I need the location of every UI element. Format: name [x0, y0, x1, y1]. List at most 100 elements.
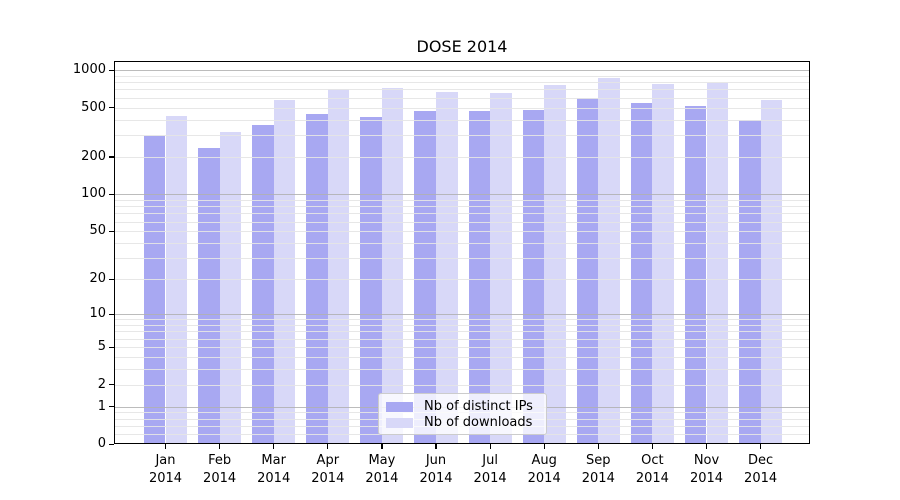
x-tick-mark — [705, 444, 708, 449]
x-tick-mark — [597, 444, 599, 449]
y-tick-label: 20 — [89, 271, 106, 287]
y-tick-label: 5 — [97, 339, 106, 354]
gridline-major — [115, 314, 809, 316]
x-tick-label-jun: Jun 2014 — [408, 452, 464, 487]
bar-distinct-ips-jun — [414, 110, 436, 444]
y-tick-label: 500 — [81, 99, 106, 115]
gridline-minor — [115, 231, 809, 233]
gridline-minor — [115, 331, 809, 333]
legend: Nb of distinct IPs Nb of downloads — [378, 393, 547, 435]
bar-distinct-ips-jan — [143, 136, 166, 444]
month-label: Sep — [586, 453, 611, 468]
y-tick-mark — [109, 69, 114, 71]
gridline-minor — [115, 82, 809, 84]
y-tick-mark — [109, 278, 114, 280]
year-label: 2014 — [473, 470, 507, 486]
legend-swatch-distinct-ips — [386, 402, 413, 412]
gridline-minor — [115, 356, 809, 358]
month-label: Aug — [531, 453, 557, 468]
gridline-major — [115, 70, 809, 71]
x-tick-mark — [651, 444, 654, 449]
year-label: 2014 — [419, 470, 453, 486]
bar-downloads-oct — [652, 83, 674, 444]
x-tick-mark — [435, 444, 437, 449]
x-tick-mark — [273, 444, 275, 449]
gridline-minor — [115, 206, 809, 208]
y-tick-mark — [109, 107, 114, 109]
bar-downloads-mar — [273, 99, 296, 444]
gridline-minor — [115, 279, 809, 281]
y-tick-mark — [109, 193, 114, 195]
bar-downloads-feb — [219, 131, 242, 444]
x-tick-label-aug: Aug 2014 — [516, 452, 572, 487]
x-tick-mark — [543, 444, 545, 449]
y-tick-label: 0 — [97, 436, 106, 451]
month-label: Apr — [316, 453, 340, 468]
y-tick-mark — [109, 313, 114, 315]
y-tick-mark — [109, 406, 114, 408]
month-label: Jan — [155, 453, 176, 468]
year-label: 2014 — [257, 470, 291, 486]
year-label: 2014 — [311, 470, 345, 486]
month-label: Dec — [748, 453, 774, 468]
month-label: Mar — [261, 453, 286, 468]
bar-downloads-dec — [760, 100, 783, 444]
x-tick-label-mar: Mar 2014 — [246, 452, 302, 487]
x-tick-mark — [164, 444, 167, 449]
year-label: 2014 — [744, 470, 778, 486]
bar-distinct-ips-aug — [522, 109, 545, 444]
year-label: 2014 — [635, 470, 669, 486]
x-tick-label-may: May 2014 — [354, 452, 410, 487]
gridline-minor — [115, 135, 809, 137]
bar-downloads-jun — [436, 92, 458, 444]
legend-label: Nb of distinct IPs — [424, 399, 533, 414]
year-label: 2014 — [689, 470, 724, 486]
x-tick-label-jul: Jul 2014 — [462, 452, 518, 487]
bar-distinct-ips-mar — [252, 124, 274, 444]
y-tick-mark — [109, 230, 114, 232]
x-tick-label-jan: Jan 2014 — [138, 452, 194, 487]
gridline-minor — [115, 325, 809, 327]
x-tick-label-nov: Nov 2014 — [679, 452, 735, 487]
gridline-minor — [115, 243, 809, 244]
legend-label: Nb of downloads — [424, 415, 533, 430]
y-tick-label: 50 — [89, 223, 106, 239]
year-label: 2014 — [365, 470, 399, 486]
gridline-minor — [115, 338, 809, 340]
month-label: May — [368, 453, 396, 468]
y-tick-label: 10 — [89, 306, 106, 322]
x-tick-label-apr: Apr 2014 — [300, 452, 356, 487]
month-label: Jul — [482, 453, 498, 468]
gridline-minor — [115, 384, 809, 386]
y-tick-label: 1 — [97, 398, 106, 414]
y-tick-mark — [109, 384, 114, 386]
gridline-minor — [115, 221, 809, 223]
bar-downloads-aug — [544, 85, 566, 444]
gridline-minor — [115, 199, 809, 201]
gridline-major — [115, 194, 809, 196]
x-tick-label-sep: Sep 2014 — [570, 452, 626, 487]
y-tick-label: 100 — [81, 186, 106, 202]
x-tick-label-feb: Feb 2014 — [192, 452, 248, 487]
y-tick-label: 1000 — [72, 62, 106, 77]
month-label: Nov — [693, 453, 720, 468]
x-tick-label-oct: Oct 2014 — [624, 452, 680, 487]
bar-distinct-ips-may — [360, 116, 382, 444]
x-tick-label-dec: Dec 2014 — [733, 452, 789, 487]
x-tick-mark — [327, 444, 329, 449]
bar-distinct-ips-dec — [739, 119, 761, 444]
gridline-minor — [115, 369, 809, 370]
gridline-minor — [115, 347, 809, 348]
gridline-minor — [115, 107, 809, 109]
year-label: 2014 — [581, 470, 615, 486]
bar-distinct-ips-feb — [198, 148, 220, 444]
legend-item-downloads: Nb of downloads — [386, 415, 546, 431]
y-tick-mark — [109, 346, 114, 348]
year-label: 2014 — [203, 470, 237, 486]
y-tick-mark — [109, 156, 114, 158]
bar-distinct-ips-nov — [684, 106, 707, 444]
bar-downloads-nov — [706, 82, 729, 444]
gridline-minor — [115, 213, 809, 215]
gridline-minor — [115, 156, 809, 158]
